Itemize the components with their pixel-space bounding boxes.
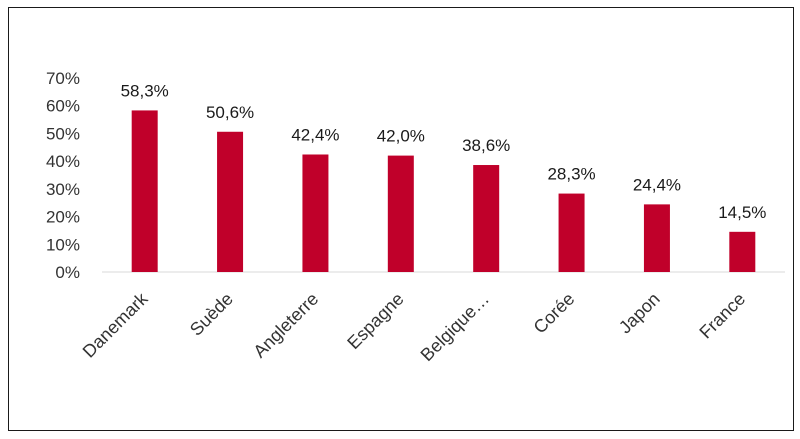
data-label: 38,6% — [462, 136, 510, 155]
data-label: 24,4% — [633, 175, 681, 194]
data-label: 42,4% — [291, 125, 339, 144]
y-tick-label: 40% — [46, 152, 80, 171]
bar — [387, 155, 414, 272]
y-tick-label: 60% — [46, 97, 80, 116]
category-label: Corée — [530, 289, 579, 338]
data-label: 50,6% — [206, 103, 254, 122]
category-label: Angleterre — [249, 289, 322, 362]
category-label: France — [695, 289, 749, 343]
y-tick-label: 10% — [46, 235, 80, 254]
category-label: Danemark — [79, 288, 153, 362]
category-label: Suède — [186, 289, 237, 340]
bar — [643, 204, 670, 272]
y-tick-label: 50% — [46, 124, 80, 143]
bar — [558, 193, 585, 272]
bar — [473, 165, 500, 272]
y-tick-label: 0% — [55, 263, 80, 282]
bar — [217, 131, 244, 272]
category-label: Belgique… — [417, 289, 493, 365]
bar — [729, 231, 756, 272]
category-label: Espagne — [343, 289, 407, 353]
data-label: 42,0% — [377, 127, 425, 146]
category-label: Japon — [615, 289, 664, 338]
y-tick-label: 70% — [46, 69, 80, 88]
data-label: 14,5% — [718, 203, 766, 222]
data-label: 58,3% — [121, 81, 169, 100]
y-tick-label: 30% — [46, 180, 80, 199]
y-tick-label: 20% — [46, 208, 80, 227]
data-label: 28,3% — [547, 165, 595, 184]
bar — [302, 154, 329, 272]
bar — [131, 110, 158, 272]
